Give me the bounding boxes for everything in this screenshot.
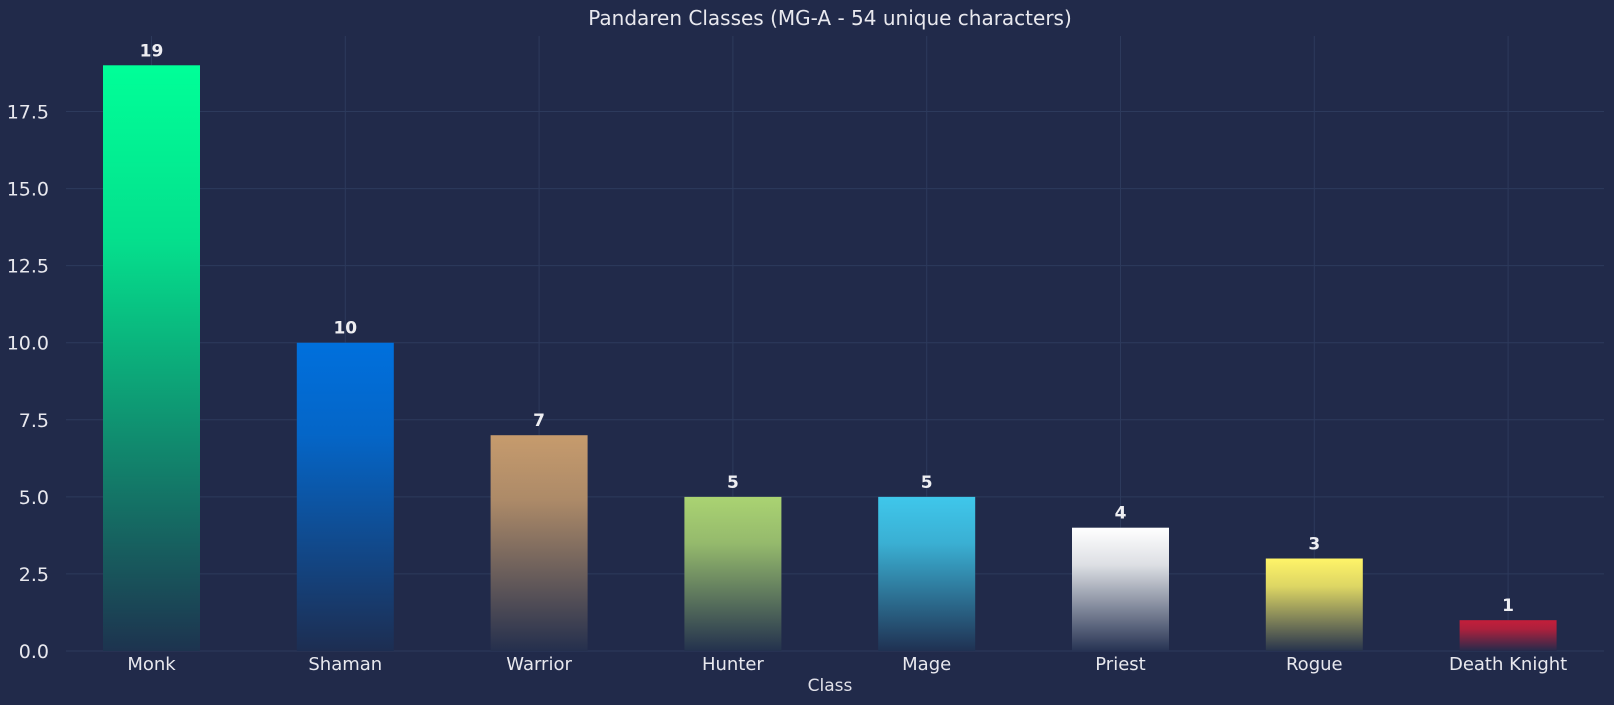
chart-title: Pandaren Classes (MG-A - 54 unique chara… <box>588 6 1072 30</box>
bar <box>684 496 782 651</box>
x-tick-label: Death Knight <box>1449 654 1567 675</box>
data-labels: 19 10 7 5 5 4 3 1 <box>140 41 1514 616</box>
bar-value-label: 5 <box>727 473 739 493</box>
y-tick-label: 7.5 <box>19 410 49 432</box>
x-tick-label: Rogue <box>1286 654 1343 675</box>
bar-value-label: 19 <box>140 41 164 61</box>
x-tick-label: Priest <box>1095 654 1145 675</box>
bar-value-label: 7 <box>533 411 545 431</box>
y-tick-label: 5.0 <box>19 487 49 509</box>
bar <box>1265 558 1363 651</box>
bar-value-label: 5 <box>921 473 933 493</box>
bar <box>296 342 394 651</box>
y-axis-ticks: 0.0 2.5 5.0 7.5 10.0 12.5 15.0 17.5 <box>7 102 49 663</box>
y-tick-label: 15.0 <box>7 179 49 201</box>
bar-value-label: 4 <box>1115 504 1127 524</box>
bars <box>103 65 1557 652</box>
x-axis-ticks: Monk Shaman Warrior Hunter Mage Priest Rogue De… <box>127 654 1567 675</box>
bar-value-label: 3 <box>1308 535 1320 555</box>
bar-value-label: 1 <box>1502 596 1514 616</box>
y-tick-label: 12.5 <box>7 256 49 278</box>
bar-value-label: 10 <box>333 319 357 339</box>
bar <box>878 496 976 651</box>
y-tick-label: 2.5 <box>19 564 49 586</box>
x-tick-label: Monk <box>127 654 176 675</box>
grid <box>66 36 1604 652</box>
bar <box>1072 527 1169 651</box>
bar <box>103 65 200 652</box>
x-tick-label: Warrior <box>506 654 572 675</box>
x-axis-label: Class <box>808 676 853 696</box>
y-tick-label: 10.0 <box>7 333 49 355</box>
x-tick-label: Shaman <box>308 654 382 675</box>
y-tick-label: 17.5 <box>7 102 49 124</box>
x-tick-label: Mage <box>902 654 951 675</box>
x-tick-label: Hunter <box>702 654 764 675</box>
bar <box>490 435 588 651</box>
y-tick-label: 0.0 <box>19 641 49 663</box>
bar <box>1459 620 1557 651</box>
